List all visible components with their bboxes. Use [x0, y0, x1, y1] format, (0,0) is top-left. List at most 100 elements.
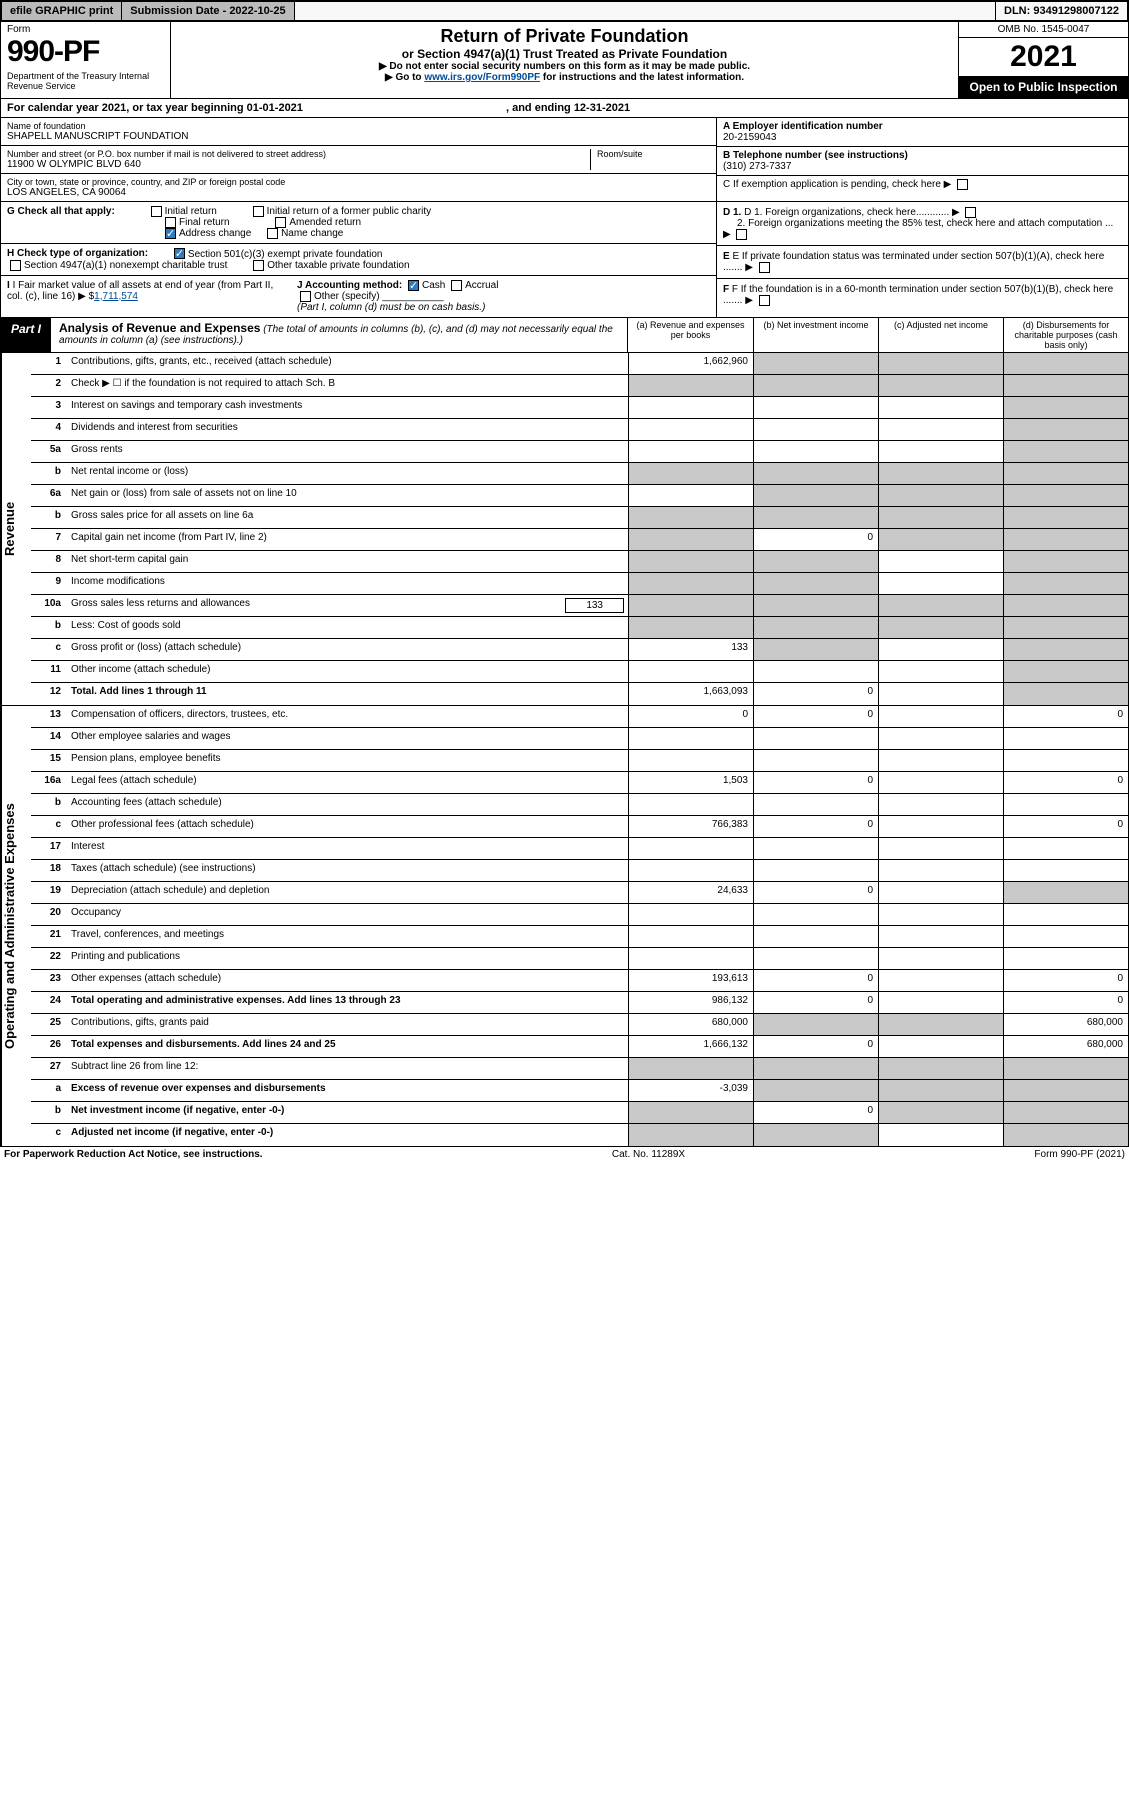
- open-to-public: Open to Public Inspection: [959, 76, 1128, 98]
- table-row: 7Capital gain net income (from Part IV, …: [31, 529, 1128, 551]
- form-word: Form: [7, 24, 164, 35]
- form-note2: ▶ Go to www.irs.gov/Form990PF for instru…: [175, 72, 954, 83]
- form-header: Form 990-PF Department of the Treasury I…: [0, 22, 1129, 99]
- identity-block: Name of foundation SHAPELL MANUSCRIPT FO…: [0, 118, 1129, 202]
- table-row: 21Travel, conferences, and meetings: [31, 926, 1128, 948]
- phone-value: (310) 273-7337: [723, 161, 1122, 172]
- top-bar: efile GRAPHIC print Submission Date - 20…: [0, 0, 1129, 22]
- street-cell: Number and street (or P.O. box number if…: [1, 146, 716, 174]
- e-terminated-cell: E E If private foundation status was ter…: [717, 246, 1128, 279]
- table-row: 5aGross rents: [31, 441, 1128, 463]
- table-row: 4Dividends and interest from securities: [31, 419, 1128, 441]
- initial-return-checkbox[interactable]: [151, 206, 162, 217]
- efile-print-button[interactable]: efile GRAPHIC print: [2, 2, 122, 20]
- form-title: Return of Private Foundation: [175, 26, 954, 47]
- ein-cell: A Employer identification number 20-2159…: [717, 118, 1128, 147]
- table-row: 26Total expenses and disbursements. Add …: [31, 1036, 1128, 1058]
- table-row: cGross profit or (loss) (attach schedule…: [31, 639, 1128, 661]
- table-row: 14Other employee salaries and wages: [31, 728, 1128, 750]
- table-row: 18Taxes (attach schedule) (see instructi…: [31, 860, 1128, 882]
- s501-checkbox[interactable]: [174, 248, 185, 259]
- paperwork-notice: For Paperwork Reduction Act Notice, see …: [4, 1149, 263, 1160]
- cash-checkbox[interactable]: [408, 280, 419, 291]
- ein-value: 20-2159043: [723, 132, 1122, 143]
- page-footer: For Paperwork Reduction Act Notice, see …: [0, 1147, 1129, 1162]
- table-row: bNet investment income (if negative, ent…: [31, 1102, 1128, 1124]
- col-a-header: (a) Revenue and expenses per books: [628, 318, 753, 352]
- table-row: bGross sales price for all assets on lin…: [31, 507, 1128, 529]
- form-title-block: Return of Private Foundation or Section …: [171, 22, 958, 98]
- table-row: 27Subtract line 26 from line 12:: [31, 1058, 1128, 1080]
- dept-label: Department of the Treasury Internal Reve…: [7, 71, 164, 91]
- table-row: 25Contributions, gifts, grants paid680,0…: [31, 1014, 1128, 1036]
- col-d-header: (d) Disbursements for charitable purpose…: [1003, 318, 1128, 352]
- expenses-grid: Operating and Administrative Expenses 13…: [0, 706, 1129, 1147]
- exemption-pending-cell: C If exemption application is pending, c…: [717, 176, 1128, 193]
- form-instructions-link[interactable]: www.irs.gov/Form990PF: [424, 72, 540, 83]
- street-address: 11900 W OLYMPIC BLVD 640: [7, 159, 590, 170]
- part1-desc: Analysis of Revenue and Expenses (The to…: [51, 318, 627, 352]
- d2-checkbox[interactable]: [736, 229, 747, 240]
- table-row: 12Total. Add lines 1 through 111,663,093…: [31, 683, 1128, 705]
- table-row: 11Other income (attach schedule): [31, 661, 1128, 683]
- table-row: 10aGross sales less returns and allowanc…: [31, 595, 1128, 617]
- table-row: cAdjusted net income (if negative, enter…: [31, 1124, 1128, 1146]
- col-c-header: (c) Adjusted net income: [878, 318, 1003, 352]
- exemption-checkbox[interactable]: [957, 179, 968, 190]
- checks-block: G Check all that apply: Initial return I…: [0, 202, 1129, 318]
- form-year-block: OMB No. 1545-0047 2021 Open to Public In…: [958, 22, 1128, 98]
- table-row: 15Pension plans, employee benefits: [31, 750, 1128, 772]
- f-termination-cell: F F If the foundation is in a 60-month t…: [717, 279, 1128, 311]
- calendar-year-row: For calendar year 2021, or tax year begi…: [0, 99, 1129, 118]
- d1-checkbox[interactable]: [965, 207, 976, 218]
- f-checkbox[interactable]: [759, 295, 770, 306]
- form-id-block: Form 990-PF Department of the Treasury I…: [1, 22, 171, 98]
- catalog-number: Cat. No. 11289X: [612, 1149, 685, 1160]
- g-check-row: G Check all that apply: Initial return I…: [1, 202, 716, 244]
- table-row: 17Interest: [31, 838, 1128, 860]
- part1-label: Part I: [1, 318, 51, 352]
- table-row: 24Total operating and administrative exp…: [31, 992, 1128, 1014]
- expenses-label: Operating and Administrative Expenses: [1, 706, 31, 1146]
- part1-header: Part I Analysis of Revenue and Expenses …: [0, 318, 1129, 353]
- table-row: 3Interest on savings and temporary cash …: [31, 397, 1128, 419]
- other-method-checkbox[interactable]: [300, 291, 311, 302]
- revenue-grid: Revenue 1Contributions, gifts, grants, e…: [0, 353, 1129, 706]
- table-row: 8Net short-term capital gain: [31, 551, 1128, 573]
- initial-former-checkbox[interactable]: [253, 206, 264, 217]
- form-note1: ▶ Do not enter social security numbers o…: [175, 61, 954, 72]
- column-headers: (a) Revenue and expenses per books (b) N…: [627, 318, 1128, 352]
- name-change-checkbox[interactable]: [267, 228, 278, 239]
- dln-label: DLN: 93491298007122: [996, 2, 1127, 20]
- omb-number: OMB No. 1545-0047: [959, 22, 1128, 38]
- table-row: 22Printing and publications: [31, 948, 1128, 970]
- accrual-checkbox[interactable]: [451, 280, 462, 291]
- table-row: 19Depreciation (attach schedule) and dep…: [31, 882, 1128, 904]
- d-foreign-cell: D 1. D 1. Foreign organizations, check h…: [717, 202, 1128, 246]
- table-row: aExcess of revenue over expenses and dis…: [31, 1080, 1128, 1102]
- table-row: cOther professional fees (attach schedul…: [31, 816, 1128, 838]
- col-b-header: (b) Net investment income: [753, 318, 878, 352]
- form-subtitle: or Section 4947(a)(1) Trust Treated as P…: [175, 47, 954, 61]
- foundation-name: SHAPELL MANUSCRIPT FOUNDATION: [7, 131, 710, 142]
- foundation-name-cell: Name of foundation SHAPELL MANUSCRIPT FO…: [1, 118, 716, 146]
- table-row: 23Other expenses (attach schedule)193,61…: [31, 970, 1128, 992]
- table-row: 1Contributions, gifts, grants, etc., rec…: [31, 353, 1128, 375]
- table-row: 9Income modifications: [31, 573, 1128, 595]
- table-row: 20Occupancy: [31, 904, 1128, 926]
- table-row: 2Check ▶ ☐ if the foundation is not requ…: [31, 375, 1128, 397]
- table-row: bAccounting fees (attach schedule): [31, 794, 1128, 816]
- topbar-spacer: [295, 2, 996, 20]
- city-state-zip: LOS ANGELES, CA 90064: [7, 187, 710, 198]
- other-taxable-checkbox[interactable]: [253, 260, 264, 271]
- table-row: 6aNet gain or (loss) from sale of assets…: [31, 485, 1128, 507]
- i-j-row: I I Fair market value of all assets at e…: [1, 276, 716, 317]
- address-change-checkbox[interactable]: [165, 228, 176, 239]
- e-checkbox[interactable]: [759, 262, 770, 273]
- tax-year: 2021: [959, 38, 1128, 76]
- s4947-checkbox[interactable]: [10, 260, 21, 271]
- form-number: 990-PF: [7, 35, 164, 69]
- form-ref: Form 990-PF (2021): [1034, 1149, 1125, 1160]
- amended-return-checkbox[interactable]: [275, 217, 286, 228]
- submission-date-button[interactable]: Submission Date - 2022-10-25: [122, 2, 294, 20]
